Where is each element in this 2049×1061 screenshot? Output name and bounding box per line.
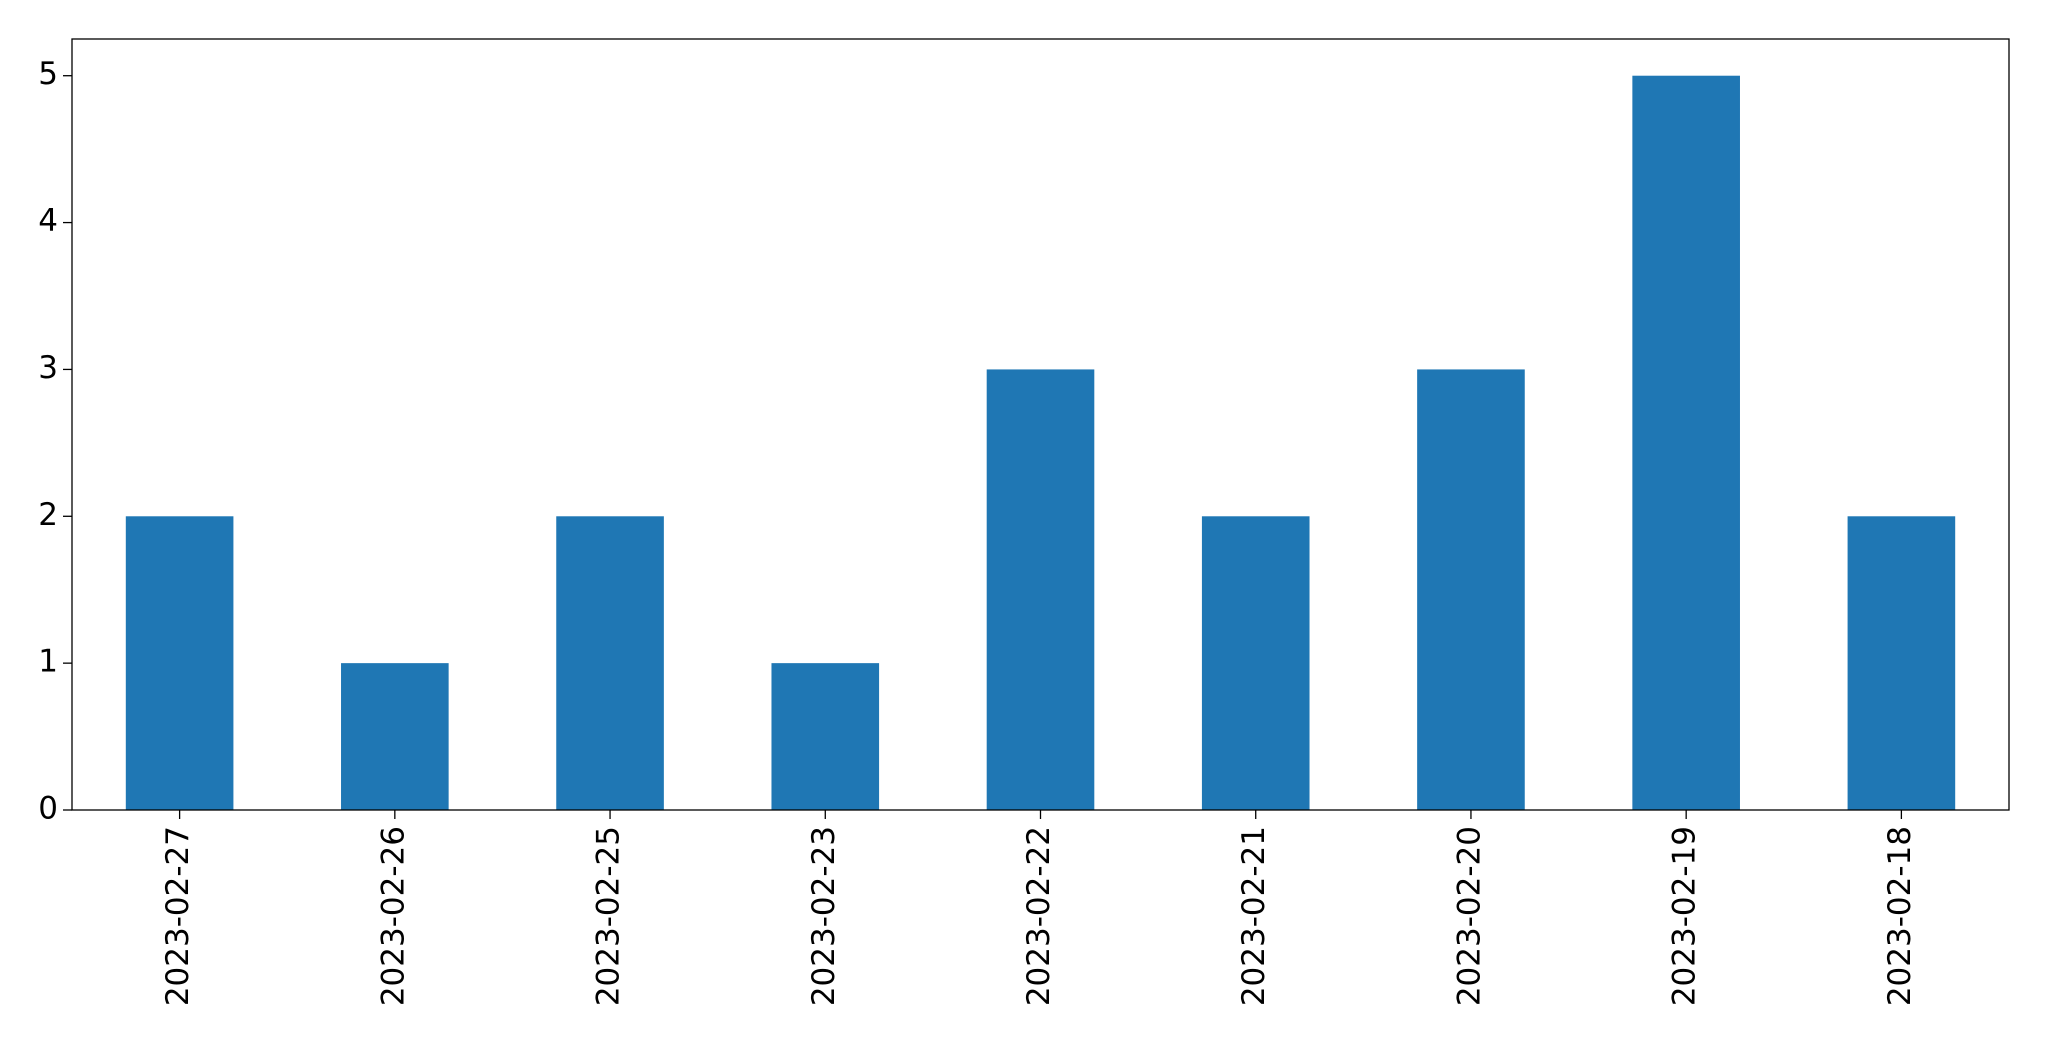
bar (986, 369, 1095, 810)
x-tick-label: 2023-02-25 (591, 826, 627, 1006)
x-tick-label: 2023-02-20 (1451, 826, 1487, 1006)
y-tick-label: 3 (38, 350, 58, 386)
x-tick-label: 2023-02-26 (375, 826, 411, 1006)
y-tick-label: 1 (38, 644, 58, 680)
x-tick-label: 2023-02-27 (160, 826, 196, 1006)
plot-frame (71, 38, 2010, 811)
x-tick-label: 2023-02-21 (1236, 826, 1272, 1006)
bar (1632, 75, 1740, 810)
bar (556, 516, 664, 810)
x-tick-label: 2023-02-23 (806, 826, 842, 1006)
y-tick-label: 2 (38, 497, 58, 533)
y-tick-label: 4 (38, 203, 58, 239)
y-tick-label: 0 (38, 791, 58, 827)
x-tick-label: 2023-02-19 (1667, 826, 1703, 1006)
bar (1417, 369, 1525, 810)
bar (1847, 516, 1956, 810)
bar (341, 663, 449, 810)
bar (771, 663, 880, 810)
bar (1201, 516, 1310, 810)
x-tick-label: 2023-02-22 (1021, 826, 1057, 1006)
x-tick-label: 2023-02-18 (1882, 826, 1918, 1006)
bar (125, 516, 234, 810)
y-tick-label: 5 (38, 56, 58, 92)
